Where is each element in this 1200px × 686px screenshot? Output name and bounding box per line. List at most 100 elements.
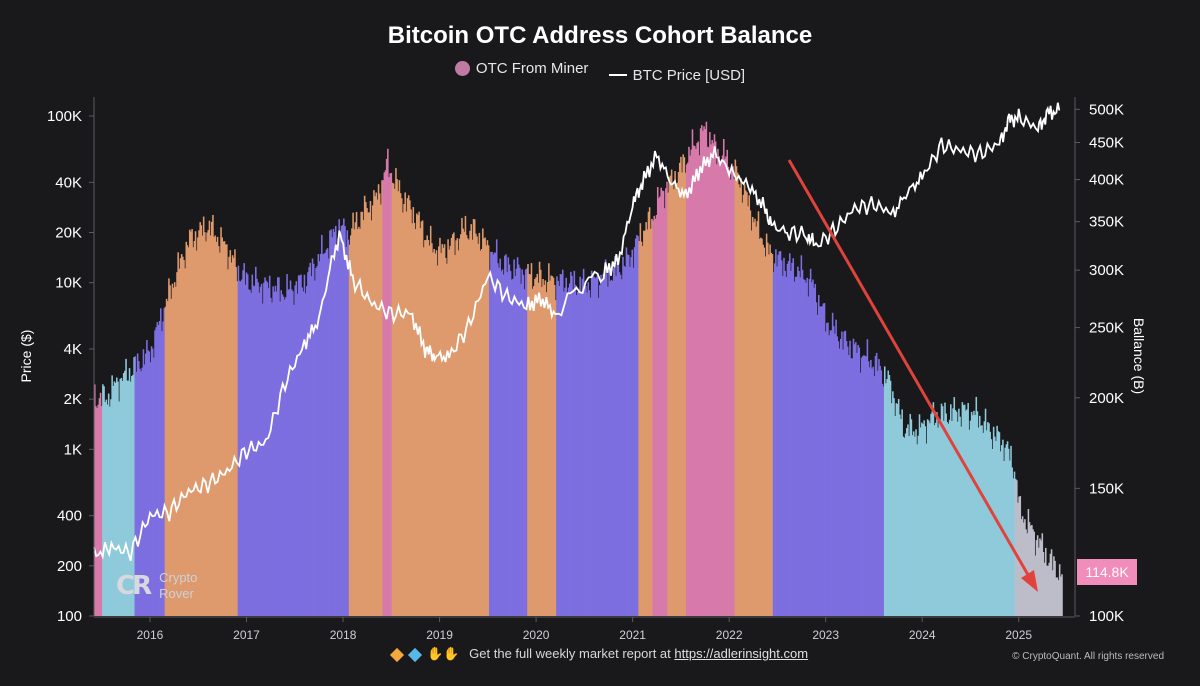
balance-bar	[789, 253, 791, 616]
balance-bar	[486, 240, 489, 616]
balance-bar	[668, 176, 671, 616]
balance-bar	[1053, 556, 1055, 616]
balance-bar	[326, 248, 329, 616]
x-tick-label: 2022	[716, 628, 743, 642]
balance-bar	[663, 208, 666, 617]
balance-bar	[311, 258, 314, 616]
balance-bar	[844, 330, 847, 616]
balance-bar	[764, 256, 767, 616]
balance-bar	[859, 372, 862, 616]
balance-bar	[975, 396, 978, 616]
balance-bar	[286, 274, 288, 616]
balance-bar	[824, 331, 827, 616]
balance-bar	[238, 280, 241, 616]
balance-bar	[523, 289, 526, 616]
balance-bar	[513, 259, 515, 616]
balance-bar	[621, 279, 623, 616]
balance-bar	[732, 166, 734, 616]
balance-bar	[312, 263, 315, 616]
balance-bar	[974, 414, 976, 616]
balance-bar	[797, 266, 799, 616]
balance-bar	[436, 265, 439, 616]
balance-bar	[827, 322, 829, 616]
balance-bar	[469, 230, 471, 617]
balance-bar	[561, 269, 564, 616]
balance-bar	[909, 413, 912, 616]
last-value-badge: 114.8K	[1077, 559, 1137, 585]
balance-bar	[171, 283, 174, 616]
balance-bar	[817, 294, 820, 616]
balance-bar	[914, 436, 916, 616]
balance-bar	[780, 260, 783, 616]
balance-bar	[132, 374, 134, 616]
balance-bar	[279, 301, 281, 616]
balance-bar	[945, 413, 947, 616]
balance-bar	[934, 422, 937, 616]
balance-bar	[952, 408, 954, 616]
balance-bar	[590, 270, 593, 616]
balance-bar	[636, 235, 638, 616]
balance-bar	[792, 258, 795, 616]
balance-bar	[103, 386, 105, 616]
balance-bar	[1038, 547, 1040, 616]
balance-bar	[185, 241, 188, 616]
balance-bar	[555, 300, 557, 616]
balance-bar	[179, 258, 182, 616]
footer-link[interactable]: https://adlerinsight.com	[674, 646, 809, 661]
balance-bar	[228, 256, 230, 616]
balance-bar	[802, 279, 805, 616]
balance-bar	[480, 248, 483, 616]
balance-bar	[890, 403, 893, 616]
balance-bar	[536, 273, 539, 616]
price-line	[93, 102, 1061, 562]
balance-bar	[678, 162, 681, 616]
balance-bar	[839, 338, 842, 616]
balance-bar	[777, 254, 779, 616]
right-tick-label: 300K	[1089, 262, 1124, 279]
balance-bar	[458, 238, 461, 616]
balance-bar	[331, 237, 334, 616]
balance-bar	[783, 257, 785, 616]
balance-bar	[300, 274, 302, 616]
balance-bar	[104, 402, 106, 616]
balance-bar	[572, 289, 574, 616]
balance-bar	[288, 289, 291, 616]
balance-bar	[139, 368, 141, 616]
balance-bar	[717, 148, 719, 616]
balance-bar	[895, 403, 898, 616]
legend-dot-icon	[454, 61, 470, 76]
balance-bar	[833, 326, 835, 616]
balance-bar	[208, 220, 211, 616]
balance-bar	[807, 296, 810, 616]
balance-bar	[315, 268, 317, 616]
balance-bar	[475, 233, 477, 616]
balance-bar	[814, 283, 817, 616]
balance-bar	[907, 424, 909, 616]
legend-item-miner[interactable]: OTC From Miner	[454, 60, 588, 77]
chart-title: Bitcoin OTC Address Cohort Balance	[387, 22, 813, 49]
balance-bar	[641, 246, 644, 616]
balance-bar	[258, 292, 261, 616]
gem-icon	[407, 647, 422, 662]
balance-bar	[519, 267, 521, 616]
left-tick-label: 10K	[55, 275, 82, 292]
balance-bar	[929, 423, 931, 616]
balance-bar	[557, 280, 559, 616]
balance-bar	[646, 229, 649, 616]
balance-bar	[372, 205, 374, 616]
x-tick-label: 2017	[233, 628, 260, 642]
balance-bar	[605, 273, 608, 616]
balance-bar	[976, 411, 979, 616]
balance-bar	[161, 331, 163, 616]
balance-bar	[1051, 570, 1054, 616]
balance-bar	[231, 255, 234, 617]
balance-bar	[368, 212, 371, 617]
balance-bar	[272, 286, 274, 616]
balance-bar	[363, 195, 366, 616]
balance-bar	[134, 356, 137, 616]
legend-item-price[interactable]: BTC Price [USD]	[608, 67, 745, 84]
balance-bar	[370, 220, 373, 616]
balance-bar	[399, 193, 402, 616]
balance-bars	[94, 121, 1063, 617]
balance-bar	[283, 299, 286, 616]
